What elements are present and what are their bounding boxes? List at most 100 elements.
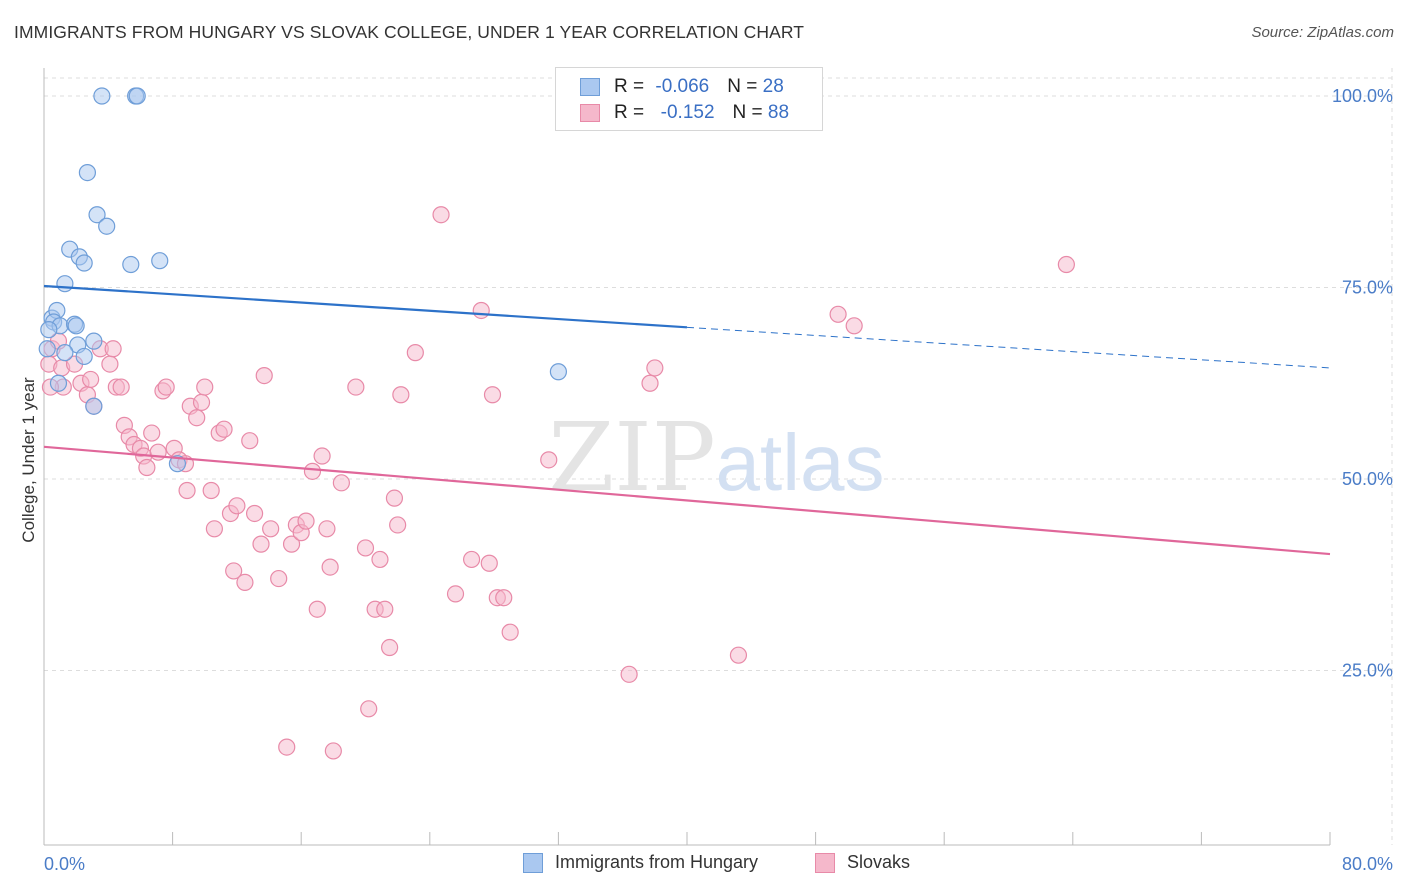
data-point [480,554,498,572]
data-point [347,378,365,396]
data-point [143,424,161,442]
r-label: R = [614,76,650,97]
data-point [151,252,169,270]
data-point [303,462,322,480]
data-point [282,535,301,553]
data-point [381,638,399,657]
data-point [549,363,568,381]
n-label: N = [732,102,768,123]
data-point [472,301,490,320]
data-point [241,432,259,450]
data-point [540,451,558,469]
legend-swatch-pink [815,852,835,873]
n-value: 28 [762,76,784,97]
data-point [332,474,350,492]
data-point [56,275,74,293]
data-point [202,481,220,500]
legend-item-slovaks[interactable]: Slovaks [815,852,910,873]
data-point [49,374,68,392]
stats-row-slovaks: R = -0.152 N = 88 [580,101,789,125]
data-point [112,378,130,396]
data-point [278,738,296,756]
r-value: -0.066 [655,76,710,97]
y-tick-label: 75.0% [1342,278,1393,298]
y-tick-labels: 25.0% 50.0% 75.0% 100.0% [1332,86,1393,681]
data-point [67,317,85,335]
data-point [168,455,187,473]
data-point [845,317,863,335]
data-point [308,600,326,618]
y-axis-label: College, Under 1 year [19,377,38,543]
axes [43,68,1331,846]
data-point [56,344,74,362]
data-point [82,370,100,389]
data-point [324,742,342,760]
r-value: -0.152 [655,102,715,123]
data-point [620,665,638,683]
data-point [360,700,378,718]
y-tick-label: 100.0% [1332,86,1393,106]
data-point [178,481,196,500]
watermark-atlas: atlas [716,418,885,507]
data-point [262,520,280,538]
data-point [228,497,246,515]
data-point [88,206,106,224]
legend-swatch-blue [523,852,543,873]
data-point [318,520,336,538]
trend-line-hungary-projection [686,326,1331,369]
watermark: ZIP atlas [548,403,884,513]
legend-label: Immigrants from Hungary [555,852,759,872]
data-point [641,374,659,392]
data-point [75,254,93,272]
x-tick-label: 0.0% [44,854,85,874]
data-point [38,340,56,358]
data-point [829,305,847,323]
data-point [252,535,270,553]
data-point [75,347,93,366]
y-tick-label: 25.0% [1342,661,1393,681]
slovaks-points [40,206,1075,760]
stats-legend: R = -0.066 N = 28 R = -0.152 N = 88 [555,67,823,131]
legend-item-hungary[interactable]: Immigrants from Hungary [523,852,758,873]
data-point [495,589,513,607]
series-legend: Immigrants from Hungary Slovaks [0,852,1406,878]
data-point [255,366,273,385]
data-point [236,573,254,592]
stats-row-hungary: R = -0.066 N = 28 [580,75,784,99]
data-point [85,332,103,350]
data-point [1057,255,1075,274]
data-point [78,164,97,182]
data-point [392,386,410,404]
legend-swatch-blue [580,78,600,96]
data-point [389,516,407,534]
data-point [93,87,111,105]
data-point [85,397,103,415]
data-point [157,378,175,396]
data-point [188,409,206,427]
data-point [104,340,122,358]
data-point [138,458,156,477]
x-tick-label: 80.0% [1342,854,1393,874]
data-point [192,393,211,411]
data-point [40,321,58,339]
data-point [313,447,331,465]
hungary-points [38,87,568,473]
data-point [215,420,233,438]
data-point [406,344,424,362]
data-point [98,217,116,235]
legend-label: Slovaks [847,852,911,872]
grid-lines [44,68,1393,845]
data-point [101,355,119,373]
legend-swatch-pink [580,104,600,122]
data-point [128,87,146,105]
data-point [225,562,243,580]
data-point [483,386,502,404]
data-point [376,600,394,618]
trend-lines [43,284,1331,556]
data-point [270,569,288,588]
y-tick-label: 50.0% [1342,469,1393,489]
data-point [385,489,404,507]
data-point [122,255,140,274]
data-point [432,206,450,224]
data-point [196,378,214,396]
